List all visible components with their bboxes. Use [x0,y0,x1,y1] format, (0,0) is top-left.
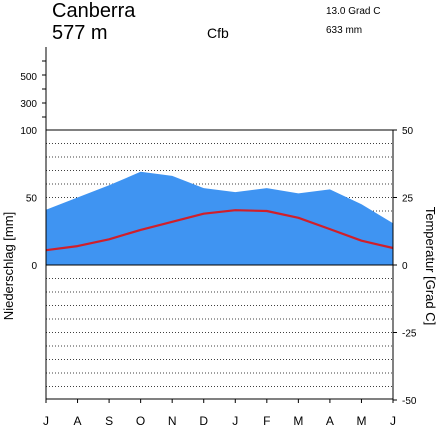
month-label: J [390,414,396,428]
month-label: F [263,414,270,428]
mean-temperature: 13.0 Grad C [326,6,380,17]
temperature-line-group [45,209,394,252]
left-tick-label: 0 [31,261,37,272]
right-tick-label: 0 [402,261,408,272]
right-tick-label: -25 [402,329,417,340]
month-label: N [168,414,177,428]
plot-frame [45,47,394,400]
left-upper-tick-label: 300 [20,99,37,110]
tick-labels: 0 50 100 300 500 50 25 0 -25 -50 [20,60,417,407]
left-upper-tick-label: 500 [20,72,37,83]
station-elevation: 577 m [52,22,108,44]
month-label: O [136,414,145,428]
precipitation-area [46,171,393,265]
month-label: D [199,414,208,428]
month-label: M [293,414,303,428]
climate-class: Cfb [207,25,229,41]
precipitation-area-group [46,171,393,266]
left-axis-title: Niederschlag [mm] [1,212,16,320]
month-label: A [73,414,81,428]
right-axis-title: Temperatur [Grad C] [423,207,438,326]
month-label: J [43,414,49,428]
month-label: S [105,414,113,428]
temperature-line [45,209,394,252]
right-tick-label: 50 [402,126,414,137]
month-label: M [357,414,367,428]
right-tick-label: 25 [402,194,414,205]
month-label: J [232,414,238,428]
annual-precipitation: 633 mm [326,25,362,36]
right-tick-label: -50 [402,396,417,407]
month-label: A [326,414,334,428]
left-tick-label: 50 [26,194,38,205]
station-name: Canberra [52,0,136,22]
left-tick-label: 100 [20,126,37,137]
